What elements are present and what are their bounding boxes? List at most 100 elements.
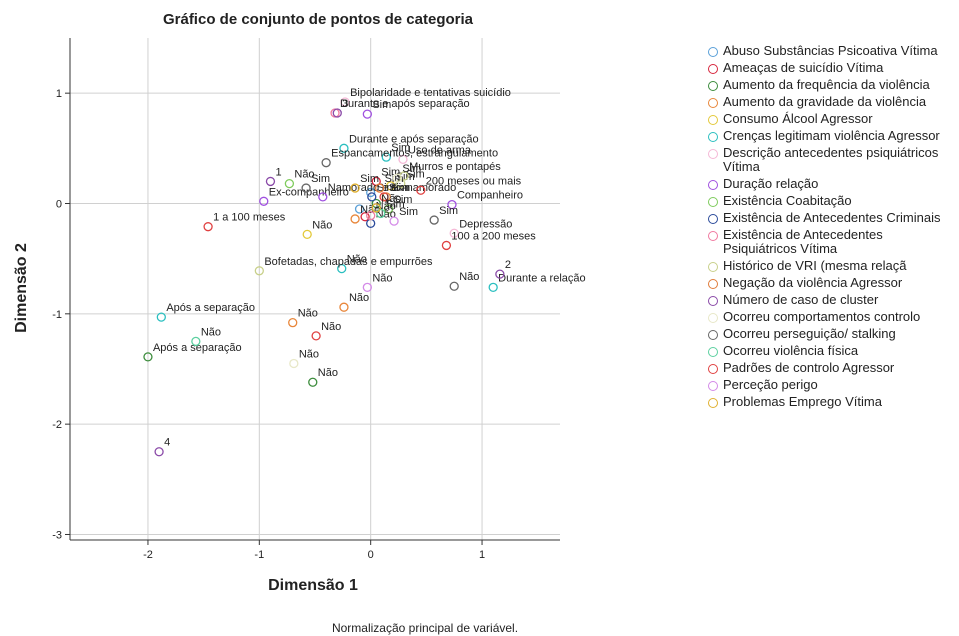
point (447, 199, 457, 210)
point (143, 352, 153, 362)
point-label: Murros e pontapés (409, 161, 501, 173)
point (337, 263, 347, 274)
point-label: Sim (394, 194, 413, 206)
point-label: Não (321, 321, 341, 333)
x-tick-label: 1 (479, 549, 485, 561)
point (354, 204, 365, 214)
point (362, 109, 372, 119)
x-tick-label: 0 (368, 549, 374, 561)
point (191, 336, 201, 347)
legend-swatch (708, 115, 718, 125)
legend-item: Número de caso de cluster (708, 293, 959, 307)
point (301, 183, 311, 193)
legend-swatch (708, 47, 718, 57)
point (318, 192, 328, 202)
legend-swatch (708, 149, 718, 159)
point-label: Bipolaridade e tentativas suicídio (350, 87, 511, 99)
point (495, 269, 505, 279)
point-label: Não (360, 204, 380, 216)
point-label: 200 meses ou mais (426, 175, 522, 187)
chart: Gráfico de conjunto de pontos de categor… (13, 11, 586, 635)
point-label: 2 (505, 259, 511, 271)
point-label: Sim (406, 169, 425, 181)
point-label: 1 (275, 166, 281, 178)
point-label: Uso de arma (408, 144, 472, 156)
legend-swatch (708, 313, 718, 323)
point-label: Sim (402, 163, 421, 175)
legend-label: Existência de Antecedentes Criminais (723, 210, 941, 225)
point-label: 1 a 100 meses (213, 212, 286, 224)
point-label: 4 (164, 437, 170, 449)
point-label: Companheiro (457, 190, 523, 202)
point-label: Após a separação (166, 302, 255, 314)
y-tick-label: 1 (56, 88, 62, 100)
point (259, 196, 269, 206)
point-label: Não (312, 219, 332, 231)
point (416, 185, 426, 195)
legend-label: Ocorreu violência física (723, 343, 859, 358)
legend-swatch (708, 81, 718, 91)
point-label: Não (459, 271, 479, 283)
point-label: Namorado e ex-namorado (328, 182, 456, 194)
point (399, 171, 409, 181)
point (154, 447, 164, 457)
legend-item: Crenças legitimam violência Agressor (708, 129, 959, 143)
point (302, 229, 312, 240)
legend-swatch (708, 180, 718, 190)
point (392, 173, 403, 183)
legend-item: Existência Coabitação (708, 194, 959, 208)
legend-swatch (708, 296, 718, 306)
footnote: Normalização principal de variável. (332, 621, 518, 635)
legend: Abuso Substâncias Psicoativa Vítima Ameaç… (708, 44, 959, 412)
point (379, 192, 389, 202)
legend-label: Crenças legitimam violência Agressor (723, 128, 940, 143)
legend-swatch (708, 197, 718, 207)
legend-label: Ocorreu perseguição/ stalking (723, 326, 896, 341)
point (376, 208, 386, 219)
point-label: Durante e após separação (349, 133, 479, 145)
y-tick-label: -3 (52, 529, 62, 541)
point-label: Não (298, 308, 318, 320)
point (360, 212, 370, 222)
legend-label: Aumento da gravidade da violência (723, 94, 927, 109)
point-label: Após a separação (153, 342, 242, 354)
legend-label: Ocorreu comportamentos controlo (723, 309, 921, 324)
legend-label: Consumo Álcool Agressor (723, 111, 873, 126)
legend-label: Perceção perigo (723, 377, 818, 392)
legend-label: Existência Coabitação (723, 193, 852, 208)
point (284, 178, 295, 189)
legend-swatch (708, 347, 718, 357)
point (386, 181, 396, 191)
legend-label: Existência de Antecedentes Psiquiátricos… (723, 227, 883, 256)
point (156, 312, 166, 322)
point-label: Sim (386, 198, 405, 210)
point (332, 108, 342, 118)
legend-label: Descrição antecedentes psiquiátricos Vít… (723, 145, 939, 174)
legend-item: Descrição antecedentes psiquiátricos Vít… (708, 146, 959, 174)
point (289, 358, 299, 369)
legend-item: Aumento da frequência da violência (708, 78, 959, 92)
point-label: 3 (342, 98, 348, 110)
point (366, 210, 376, 221)
legend-label: Aumento da frequência da violência (723, 77, 930, 92)
point-label: Bofetadas, chapadas e empurrões (264, 256, 433, 268)
point (371, 203, 381, 213)
point-label: 100 a 200 meses (451, 230, 536, 242)
legend-item: Perceção perigo (708, 378, 959, 392)
legend-item: Existência de Antecedentes Psiquiátricos… (708, 228, 959, 256)
point (389, 216, 399, 226)
point-label: Sim (389, 182, 408, 194)
x-axis-label: Dimensão 1 (268, 577, 358, 594)
point-label: Depressão (459, 218, 512, 230)
y-tick-label: -1 (52, 309, 62, 321)
point-label: Não (347, 254, 367, 266)
y-tick-label: -2 (52, 419, 62, 431)
legend-label: Negação da violência Agressor (723, 275, 903, 290)
point (429, 215, 439, 225)
point-label: Não (381, 193, 401, 205)
legend-label: Problemas Emprego Vítima (723, 394, 882, 409)
point-label: Ex-companheiro (269, 186, 349, 198)
point (441, 240, 452, 251)
point (321, 158, 331, 168)
point (339, 302, 349, 312)
